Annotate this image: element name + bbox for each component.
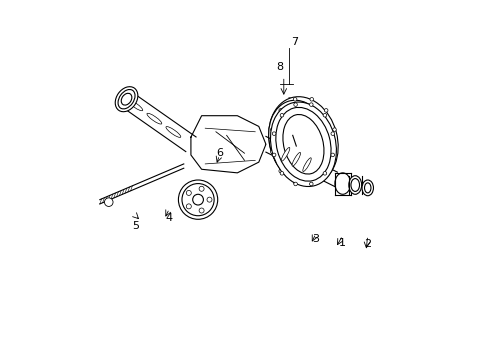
Ellipse shape [275, 107, 330, 181]
Ellipse shape [165, 127, 181, 138]
Ellipse shape [291, 152, 300, 166]
Text: 5: 5 [132, 221, 139, 231]
Text: 8: 8 [276, 63, 283, 72]
Circle shape [272, 153, 275, 157]
Ellipse shape [364, 183, 370, 193]
Circle shape [186, 190, 191, 195]
Ellipse shape [268, 97, 338, 185]
Circle shape [199, 186, 203, 191]
Ellipse shape [350, 179, 359, 192]
Text: 7: 7 [290, 37, 298, 48]
Circle shape [309, 180, 313, 184]
Circle shape [272, 132, 275, 135]
Circle shape [270, 150, 274, 154]
Ellipse shape [115, 87, 138, 112]
Circle shape [323, 113, 326, 117]
Ellipse shape [146, 113, 162, 124]
Ellipse shape [348, 176, 361, 194]
Circle shape [278, 109, 282, 112]
Ellipse shape [361, 180, 373, 196]
Circle shape [280, 172, 283, 175]
Ellipse shape [281, 147, 289, 161]
Ellipse shape [128, 100, 142, 111]
Circle shape [323, 172, 326, 175]
Ellipse shape [283, 114, 324, 174]
Circle shape [293, 182, 297, 186]
Circle shape [293, 98, 296, 101]
Circle shape [332, 150, 336, 154]
Circle shape [293, 180, 296, 184]
Circle shape [309, 182, 312, 186]
Circle shape [278, 169, 282, 173]
Circle shape [293, 103, 297, 107]
Text: 3: 3 [312, 234, 319, 244]
Text: 1: 1 [339, 238, 346, 248]
Text: 2: 2 [364, 239, 370, 249]
Circle shape [324, 169, 327, 173]
Ellipse shape [182, 184, 214, 216]
Circle shape [332, 128, 336, 131]
Ellipse shape [268, 100, 330, 181]
Ellipse shape [121, 93, 132, 105]
Circle shape [330, 132, 334, 135]
Text: 4: 4 [165, 212, 173, 222]
Circle shape [330, 153, 334, 157]
Ellipse shape [178, 180, 217, 219]
Circle shape [280, 113, 283, 117]
Text: 6: 6 [216, 148, 223, 158]
Circle shape [309, 103, 312, 107]
Circle shape [186, 204, 191, 209]
Ellipse shape [334, 173, 350, 194]
Circle shape [270, 128, 274, 131]
Circle shape [324, 109, 327, 112]
Polygon shape [190, 116, 265, 173]
Circle shape [206, 197, 212, 202]
Ellipse shape [270, 102, 336, 186]
Circle shape [309, 98, 313, 101]
Ellipse shape [302, 158, 310, 171]
Ellipse shape [118, 90, 135, 109]
Ellipse shape [192, 194, 203, 205]
Circle shape [199, 208, 203, 213]
Ellipse shape [104, 198, 113, 206]
